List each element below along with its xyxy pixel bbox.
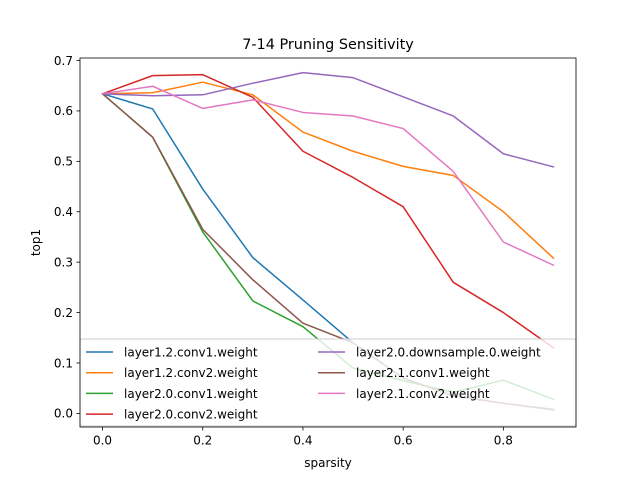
legend-label-layer1-2-conv2-weight: layer1.2.conv2.weight — [124, 366, 258, 380]
y-tick-label: 0.0 — [54, 407, 73, 421]
legend: layer1.2.conv1.weight layer1.2.conv2.weig… — [79, 338, 577, 427]
x-tick-label: 0.4 — [293, 434, 312, 448]
x-axis-label: sparsity — [304, 456, 352, 470]
y-axis-ticks: 0.0 0.1 0.2 0.3 0.4 0.5 0.6 0.7 — [54, 54, 80, 421]
legend-label-layer2-0-conv1-weight: layer2.0.conv1.weight — [124, 387, 258, 401]
legend-label-layer2-0-downsample-0-weight: layer2.0.downsample.0.weight — [356, 346, 541, 360]
x-tick-label: 0.8 — [494, 434, 513, 448]
y-tick-label: 0.7 — [54, 54, 73, 68]
y-tick-label: 0.2 — [54, 306, 73, 320]
y-tick-label: 0.4 — [54, 205, 73, 219]
series-line-layer1-2-conv2-weight — [101, 81, 555, 260]
legend-label-layer1-2-conv1-weight: layer1.2.conv1.weight — [124, 346, 258, 360]
x-axis-ticks: 0.0 0.2 0.4 0.6 0.8 — [93, 427, 513, 448]
series-line-layer2-0-downsample-0-weight — [101, 71, 555, 168]
y-axis-label: top1 — [29, 229, 43, 256]
series-line-layer2-1-conv2-weight — [101, 85, 555, 267]
y-tick-label: 0.6 — [54, 104, 73, 118]
x-tick-label: 0.2 — [193, 434, 212, 448]
y-tick-label: 0.1 — [54, 356, 73, 370]
legend-label-layer2-1-conv2-weight: layer2.1.conv2.weight — [356, 387, 490, 401]
legend-label-layer2-0-conv2-weight: layer2.0.conv2.weight — [124, 408, 258, 422]
y-tick-label: 0.3 — [54, 255, 73, 269]
y-tick-label: 0.5 — [54, 155, 73, 169]
legend-label-layer2-1-conv1-weight: layer2.1.conv1.weight — [356, 366, 490, 380]
plot-frame — [79, 57, 577, 428]
series-line-layer2-0-conv2-weight — [101, 73, 555, 349]
chart-title: 7-14 Pruning Sensitivity — [242, 37, 414, 53]
x-tick-label: 0.6 — [394, 434, 413, 448]
x-tick-label: 0.0 — [93, 434, 112, 448]
